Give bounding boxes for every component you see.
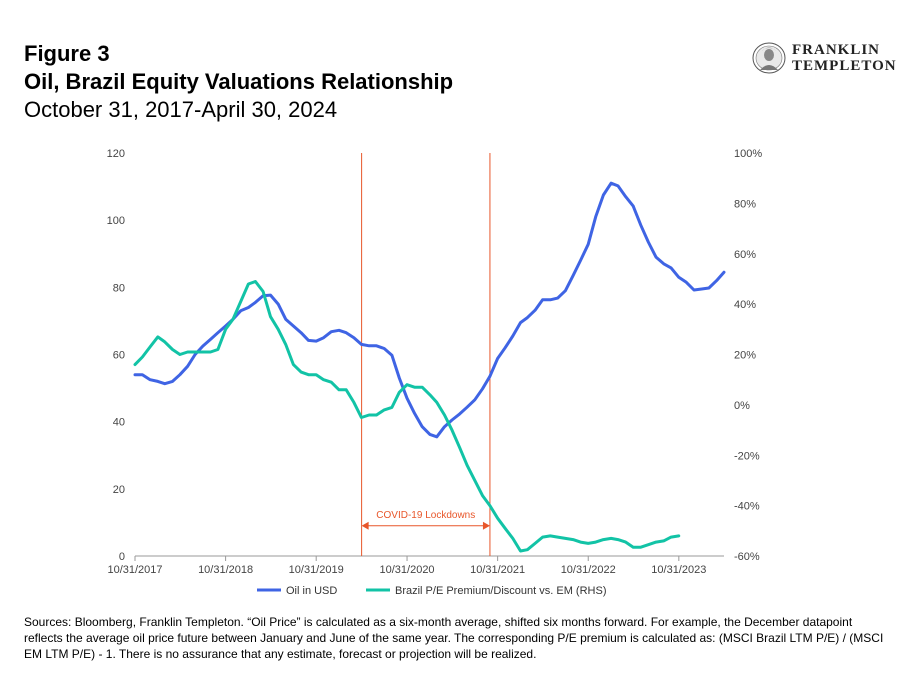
y-right-tick-label: -40% xyxy=(734,501,760,513)
y-left-tick-label: 0 xyxy=(119,551,125,563)
chart-title: Oil, Brazil Equity Valuations Relationsh… xyxy=(24,69,454,94)
chart-subtitle: October 31, 2017-April 30, 2024 xyxy=(24,97,338,122)
x-tick-label: 10/31/2017 xyxy=(107,564,162,576)
logo-line-2: TEMPLETON xyxy=(792,58,897,74)
y-right-tick-label: -60% xyxy=(734,551,760,563)
y-left-tick-label: 60 xyxy=(113,350,125,362)
x-tick-label: 10/31/2021 xyxy=(470,564,525,576)
footnote: Sources: Bloomberg, Franklin Templeton. … xyxy=(24,615,884,661)
y-right-tick-label: -20% xyxy=(734,450,760,462)
y-left-tick-label: 40 xyxy=(113,417,125,429)
y-left-tick-label: 80 xyxy=(113,282,125,294)
x-tick-label: 10/31/2020 xyxy=(380,564,435,576)
pe-series-line xyxy=(133,280,681,553)
lockdown-label: COVID-19 Lockdowns xyxy=(376,510,475,521)
x-tick-label: 10/31/2019 xyxy=(289,564,344,576)
y-right-tick-label: 80% xyxy=(734,198,756,210)
y-right-tick-label: 40% xyxy=(734,299,756,311)
y-right-tick-label: 60% xyxy=(734,249,756,261)
lockdown-arrowhead-right xyxy=(482,521,490,530)
figure-label: Figure 3 xyxy=(24,41,110,66)
y-right-tick-label: 20% xyxy=(734,350,756,362)
x-tick-label: 10/31/2018 xyxy=(198,564,253,576)
y-left-tick-label: 20 xyxy=(113,484,125,496)
y-left-tick-label: 120 xyxy=(107,148,125,160)
portrait-icon xyxy=(752,42,786,74)
x-tick-label: 10/31/2023 xyxy=(651,564,706,576)
y-left-tick-label: 100 xyxy=(107,215,125,227)
legend-label-pe: Brazil P/E Premium/Discount vs. EM (RHS) xyxy=(395,585,606,597)
legend-label-oil: Oil in USD xyxy=(286,585,337,597)
series xyxy=(133,181,726,553)
logo-line-1: FRANKLIN xyxy=(792,42,881,58)
axes: 0 20 40 60 80 100 120 -60% -40% -20% 0% 20% 40% 60% 80… xyxy=(107,148,763,576)
annotations: COVID-19 Lockdowns xyxy=(361,153,491,556)
oil-brazil-chart: 0 20 40 60 80 100 120 -60% -40% -20% 0% 20% 40% 60% 80… xyxy=(107,148,763,597)
legend: Oil in USD Brazil P/E Premium/Discount vs… xyxy=(257,585,606,597)
franklin-templeton-logo: FRANKLIN TEMPLETON xyxy=(752,42,912,78)
x-tick-label: 10/31/2022 xyxy=(561,564,616,576)
y-right-tick-label: 0% xyxy=(734,400,750,412)
oil-series-line xyxy=(133,181,726,439)
lockdown-arrowhead-left xyxy=(361,521,369,530)
y-right-tick-label: 100% xyxy=(734,148,762,160)
